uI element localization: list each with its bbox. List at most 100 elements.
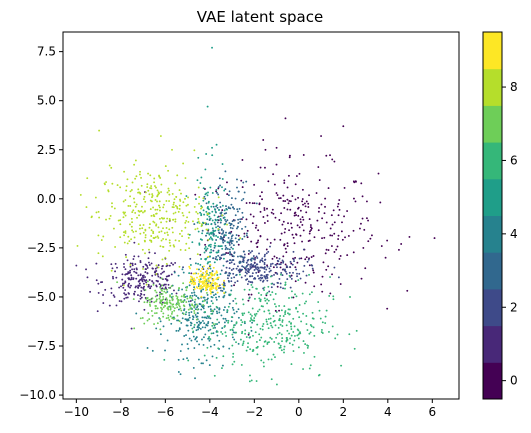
data-point [267,309,270,312]
data-point [298,172,301,175]
data-point [300,320,303,323]
data-point [212,279,215,282]
data-point [245,218,248,221]
data-point [283,305,286,308]
data-point [201,232,204,235]
data-point [229,253,231,256]
data-point [162,312,165,315]
data-point [159,320,162,323]
data-point [278,257,281,260]
data-point [288,200,291,202]
data-point [194,377,196,380]
data-point [193,326,196,329]
data-point [151,194,154,197]
data-point [202,296,205,299]
data-point [233,219,236,222]
data-point [201,206,204,209]
data-point [213,214,216,217]
data-point [209,263,212,266]
data-point [331,273,333,276]
data-point [218,321,221,324]
data-point [161,292,164,295]
data-point [302,312,305,315]
data-point [221,283,224,286]
data-point [325,268,328,271]
data-point [213,294,215,297]
data-point [242,340,245,343]
data-point [232,326,235,329]
data-point [140,292,142,295]
data-point [195,329,198,332]
data-point [188,316,191,319]
data-point [150,262,153,265]
data-point [216,273,219,276]
data-point [261,325,264,328]
data-point [209,288,212,291]
data-point [205,359,208,362]
data-point [266,238,269,241]
data-point [247,293,250,296]
data-point [173,317,176,320]
data-point [360,182,363,185]
data-point [111,202,113,205]
data-point [223,223,226,226]
data-point [270,324,273,327]
data-point [159,295,162,298]
data-point [249,374,251,377]
data-point [150,187,153,190]
data-point [267,250,270,253]
data-point [154,307,157,310]
data-point [249,251,252,254]
colorbar-tick-label: 8 [510,80,518,94]
data-point [153,323,156,325]
data-point [148,303,151,306]
data-point [141,227,144,230]
data-point [223,212,226,215]
data-point [408,235,411,238]
data-point [235,302,238,305]
data-point [165,210,168,213]
data-point [270,211,273,214]
data-point [213,324,216,327]
data-point [305,256,308,259]
data-point [177,371,180,373]
data-point [231,234,234,237]
data-point [264,299,267,302]
data-point [291,263,294,266]
data-point [228,347,231,350]
data-point [226,248,229,250]
data-point [124,232,127,234]
data-point [163,301,166,304]
data-point [323,212,326,215]
data-point [190,291,193,294]
data-point [143,278,145,281]
data-point [283,345,286,348]
data-point [158,206,161,209]
data-point [200,176,203,179]
data-point [304,205,307,208]
data-point [253,269,256,271]
data-point [146,186,149,188]
data-point [158,283,161,286]
data-point [133,327,136,330]
data-point [218,287,220,289]
data-point [269,265,272,268]
data-point [253,262,256,265]
data-point [204,311,206,313]
data-point [257,239,260,242]
data-point [226,181,228,184]
data-point [190,311,193,313]
data-point [254,331,257,334]
data-point [236,208,239,211]
data-point [137,286,139,289]
data-point [308,367,311,370]
data-point [161,265,164,268]
data-point [324,322,327,324]
data-point [288,342,291,345]
data-point [160,288,163,291]
data-point [287,308,290,311]
data-point [137,255,140,258]
data-point [200,295,203,298]
data-point [229,207,232,210]
data-point [172,263,175,266]
